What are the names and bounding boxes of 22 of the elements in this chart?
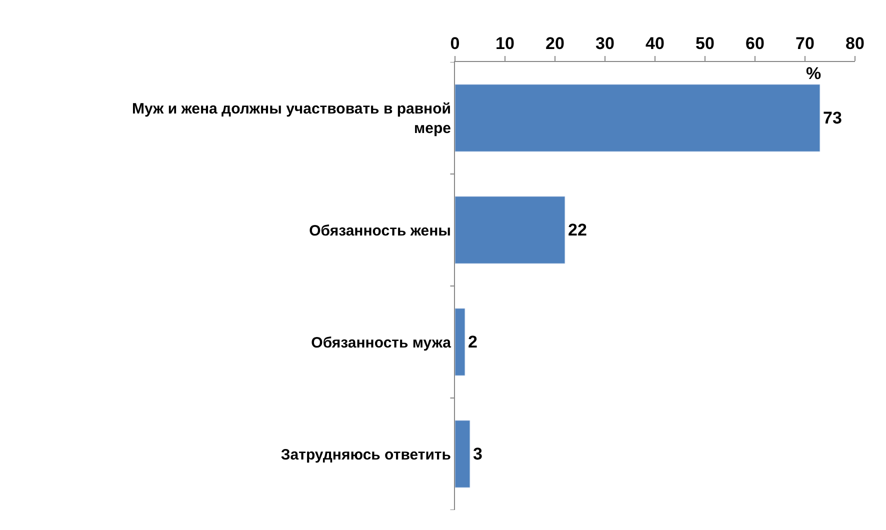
x-tick-label: 50 <box>696 34 714 54</box>
y-tick-label: Обязанность жены <box>309 222 451 240</box>
x-tick-label: 20 <box>546 34 564 54</box>
data-label: 22 <box>568 220 587 240</box>
data-label: 3 <box>473 444 482 464</box>
x-tick-label: 10 <box>496 34 514 54</box>
x-axis-title: % <box>806 64 822 83</box>
x-tick-label: 70 <box>796 34 814 54</box>
x-tick-label: 40 <box>646 34 664 54</box>
x-tick-label: 60 <box>746 34 764 54</box>
data-label: 73 <box>823 108 842 128</box>
y-tick-label: Затрудняюсь ответить <box>280 446 451 464</box>
data-label: 2 <box>468 332 478 352</box>
x-tick-label: 30 <box>596 34 614 54</box>
y-tick-label: Муж и жена должны участвовать в равной мере <box>132 100 451 137</box>
x-tick-label: 80 <box>846 34 864 54</box>
bar <box>455 196 566 264</box>
bar <box>455 420 470 488</box>
bar <box>455 308 466 376</box>
y-tick-label: Обязанность мужа <box>311 334 452 352</box>
bar <box>455 84 820 152</box>
x-tick-label: 0 <box>450 34 460 54</box>
